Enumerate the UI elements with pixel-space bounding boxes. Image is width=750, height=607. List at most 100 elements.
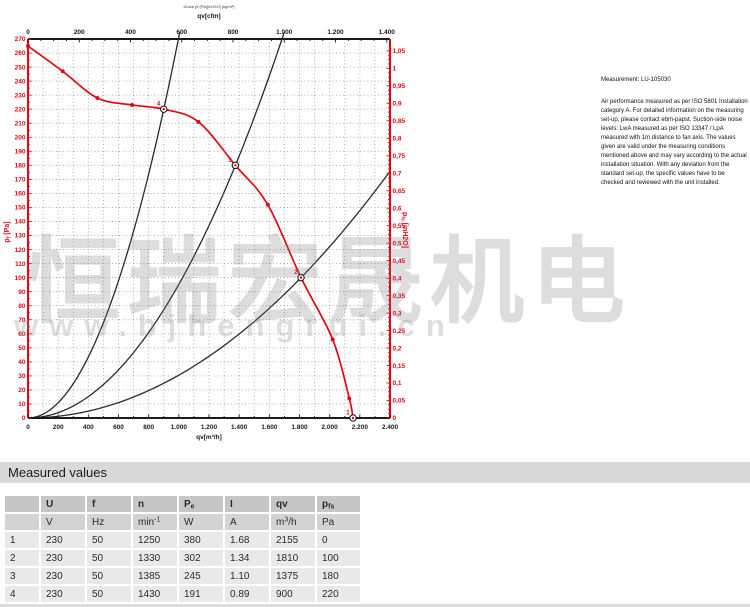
svg-text:0,8: 0,8 bbox=[393, 135, 402, 142]
svg-text:pf [Pa]: pf [Pa] bbox=[4, 221, 13, 242]
table-value-cell: 900 bbox=[271, 586, 315, 602]
table-value-cell: 100 bbox=[317, 550, 360, 566]
svg-text:1.000: 1.000 bbox=[171, 424, 188, 431]
table-value-cell: 50 bbox=[87, 532, 131, 548]
table-value-cell: 50 bbox=[87, 550, 131, 566]
svg-text:260: 260 bbox=[15, 50, 26, 57]
svg-text:0,65: 0,65 bbox=[393, 188, 406, 195]
svg-text:1.400: 1.400 bbox=[379, 29, 396, 36]
table-row-number: 2 bbox=[5, 550, 39, 566]
svg-text:50: 50 bbox=[18, 345, 26, 352]
svg-text:0: 0 bbox=[26, 424, 30, 431]
svg-text:2.400: 2.400 bbox=[382, 424, 399, 431]
svg-text:120: 120 bbox=[15, 247, 26, 254]
table-value-cell: 380 bbox=[179, 532, 223, 548]
table-value-cell: 220 bbox=[317, 586, 360, 602]
svg-text:40: 40 bbox=[18, 359, 26, 366]
svg-text:1.800: 1.800 bbox=[291, 424, 308, 431]
svg-text:400: 400 bbox=[125, 29, 136, 36]
table-value-cell: 50 bbox=[87, 568, 131, 584]
svg-text:3: 3 bbox=[229, 158, 233, 164]
svg-text:0,95: 0,95 bbox=[393, 83, 406, 90]
table-value-cell: 302 bbox=[179, 550, 223, 566]
table-unit-cell: min -1 bbox=[133, 514, 177, 530]
table-unit-cell: W bbox=[179, 514, 223, 530]
svg-text:0,15: 0,15 bbox=[393, 363, 406, 370]
svg-text:0,7: 0,7 bbox=[393, 170, 402, 177]
svg-text:0,4: 0,4 bbox=[393, 275, 402, 282]
svg-text:1.400: 1.400 bbox=[231, 424, 248, 431]
table-value-cell: 1.68 bbox=[225, 532, 269, 548]
table-unit-cell bbox=[5, 514, 39, 530]
svg-text:220: 220 bbox=[15, 106, 26, 113]
table-value-cell: 1810 bbox=[271, 550, 315, 566]
table-value-cell: 1.34 bbox=[225, 550, 269, 566]
table-unit-cell: V bbox=[41, 514, 85, 530]
svg-text:0,25: 0,25 bbox=[393, 328, 406, 335]
table-value-cell: 230 bbox=[41, 568, 85, 584]
table-value-cell: 180 bbox=[317, 568, 360, 584]
table-value-cell: 1375 bbox=[271, 568, 315, 584]
table-header-cell: U bbox=[41, 496, 85, 512]
svg-text:1.200: 1.200 bbox=[327, 29, 344, 36]
svg-text:0,05: 0,05 bbox=[393, 398, 406, 405]
svg-text:1,05: 1,05 bbox=[393, 48, 406, 55]
svg-text:250: 250 bbox=[15, 64, 26, 71]
table-header-cell: n bbox=[133, 496, 177, 512]
table-value-cell: 191 bbox=[179, 586, 223, 602]
section-title-measured-values: Measured values bbox=[0, 462, 750, 483]
svg-text:1: 1 bbox=[346, 411, 350, 417]
table-unit-cell: m 3/h bbox=[271, 514, 315, 530]
svg-text:800: 800 bbox=[143, 424, 154, 431]
svg-text:2.000: 2.000 bbox=[322, 424, 339, 431]
table-value-cell: 230 bbox=[41, 532, 85, 548]
measurement-id: Measurement: LU-105030 bbox=[601, 77, 671, 83]
table-value-cell: 1250 bbox=[133, 532, 177, 548]
table-header-cell: qv bbox=[271, 496, 315, 512]
table-row-number: 3 bbox=[5, 568, 39, 584]
svg-text:170: 170 bbox=[15, 177, 26, 184]
svg-text:230: 230 bbox=[15, 92, 26, 99]
svg-text:30: 30 bbox=[18, 373, 26, 380]
fan-performance-chart-svg: 0102030405060708090100110120130140150160… bbox=[4, 4, 408, 441]
table-header-cell bbox=[5, 496, 39, 512]
svg-text:270: 270 bbox=[15, 36, 26, 43]
table-unit-cell: A bbox=[225, 514, 269, 530]
svg-text:400: 400 bbox=[83, 424, 94, 431]
svg-text:160: 160 bbox=[15, 191, 26, 198]
section-title-text: Measured values bbox=[8, 465, 107, 480]
table-value-cell: 1.10 bbox=[225, 568, 269, 584]
svg-text:qv[cfm]: qv[cfm] bbox=[197, 13, 220, 20]
svg-text:0,55: 0,55 bbox=[393, 223, 406, 230]
svg-text:0,35: 0,35 bbox=[393, 293, 406, 300]
table-value-cell: 0 bbox=[317, 532, 360, 548]
svg-text:1.000: 1.000 bbox=[276, 29, 293, 36]
table-value-cell: 2155 bbox=[271, 532, 315, 548]
svg-text:0,85: 0,85 bbox=[393, 118, 406, 125]
svg-text:0: 0 bbox=[22, 415, 26, 422]
fan-performance-chart: 0 10 20 30 40 50 60 70 80 90 100 110 120 130 140 150 160… bbox=[0, 0, 430, 452]
next-row-cutoff bbox=[0, 604, 750, 607]
svg-text:2: 2 bbox=[294, 270, 298, 276]
svg-text:0,3: 0,3 bbox=[393, 310, 402, 317]
svg-text:20: 20 bbox=[18, 387, 26, 394]
svg-text:100: 100 bbox=[15, 275, 26, 282]
svg-text:0,2: 0,2 bbox=[393, 345, 402, 352]
svg-text:Druck pf (Pa)[inH2O] (kg/m³): Druck pf (Pa)[inH2O] (kg/m³) bbox=[184, 4, 236, 9]
svg-text:2.200: 2.200 bbox=[352, 424, 369, 431]
table-value-cell: 230 bbox=[41, 550, 85, 566]
svg-text:200: 200 bbox=[15, 134, 26, 141]
svg-text:0,45: 0,45 bbox=[393, 258, 406, 265]
table-header-cell: I bbox=[225, 496, 269, 512]
svg-text:1: 1 bbox=[393, 66, 397, 73]
measurement-notes: Measurement: LU-105030 Air performance m… bbox=[601, 76, 748, 188]
svg-text:800: 800 bbox=[228, 29, 239, 36]
svg-text:4: 4 bbox=[157, 102, 161, 108]
svg-text:0,1: 0,1 bbox=[393, 380, 402, 387]
svg-text:200: 200 bbox=[74, 29, 85, 36]
table-unit-cell: Pa bbox=[317, 514, 360, 530]
table-header-cell: f bbox=[87, 496, 131, 512]
svg-text:110: 110 bbox=[15, 261, 26, 268]
table-value-cell: 1385 bbox=[133, 568, 177, 584]
